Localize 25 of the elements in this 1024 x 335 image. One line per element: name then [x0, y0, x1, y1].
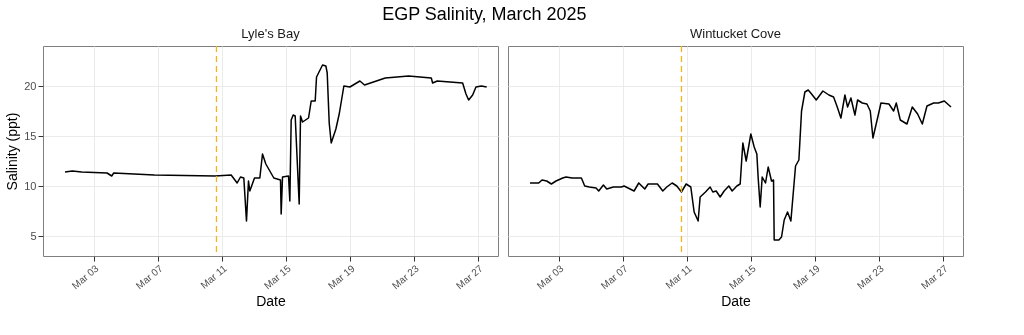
x-tick-label: Mar 03 — [69, 262, 101, 292]
x-tick-label: Mar 15 — [726, 262, 759, 292]
x-tick-label: Mar 03 — [534, 262, 566, 292]
x-axis-title: Date — [721, 293, 751, 310]
y-tick-label: 10 — [24, 179, 37, 192]
x-tick-label: Mar 11 — [198, 262, 230, 291]
y-tick-label: 5 — [30, 229, 37, 242]
chart-subtitle: Wintucket Cove — [689, 26, 782, 42]
y-axis-title: Salinity (ppt) — [4, 112, 21, 191]
x-axis-title: Date — [256, 293, 286, 310]
x-tick-label: Mar 11 — [663, 262, 695, 291]
x-tick-label: Mar 19 — [790, 262, 823, 292]
line-series — [64, 64, 488, 222]
y-tick-label: 20 — [24, 79, 37, 92]
chart-subtitle: Lyle's Bay — [241, 26, 301, 42]
x-tick-label: Mar 15 — [261, 262, 294, 292]
chart-title: EGP Salinity, March 2025 — [382, 3, 587, 24]
x-tick-label: Mar 19 — [325, 262, 358, 292]
x-tick-label: Mar 27 — [454, 262, 486, 292]
x-tick-label: Mar 07 — [598, 262, 631, 292]
x-tick-label: Mar 07 — [133, 262, 166, 292]
y-tick-label: 15 — [24, 129, 37, 142]
x-tick-label: Mar 23 — [854, 262, 887, 292]
x-tick-label: Mar 27 — [919, 262, 951, 292]
x-tick-label: Mar 23 — [389, 262, 422, 292]
